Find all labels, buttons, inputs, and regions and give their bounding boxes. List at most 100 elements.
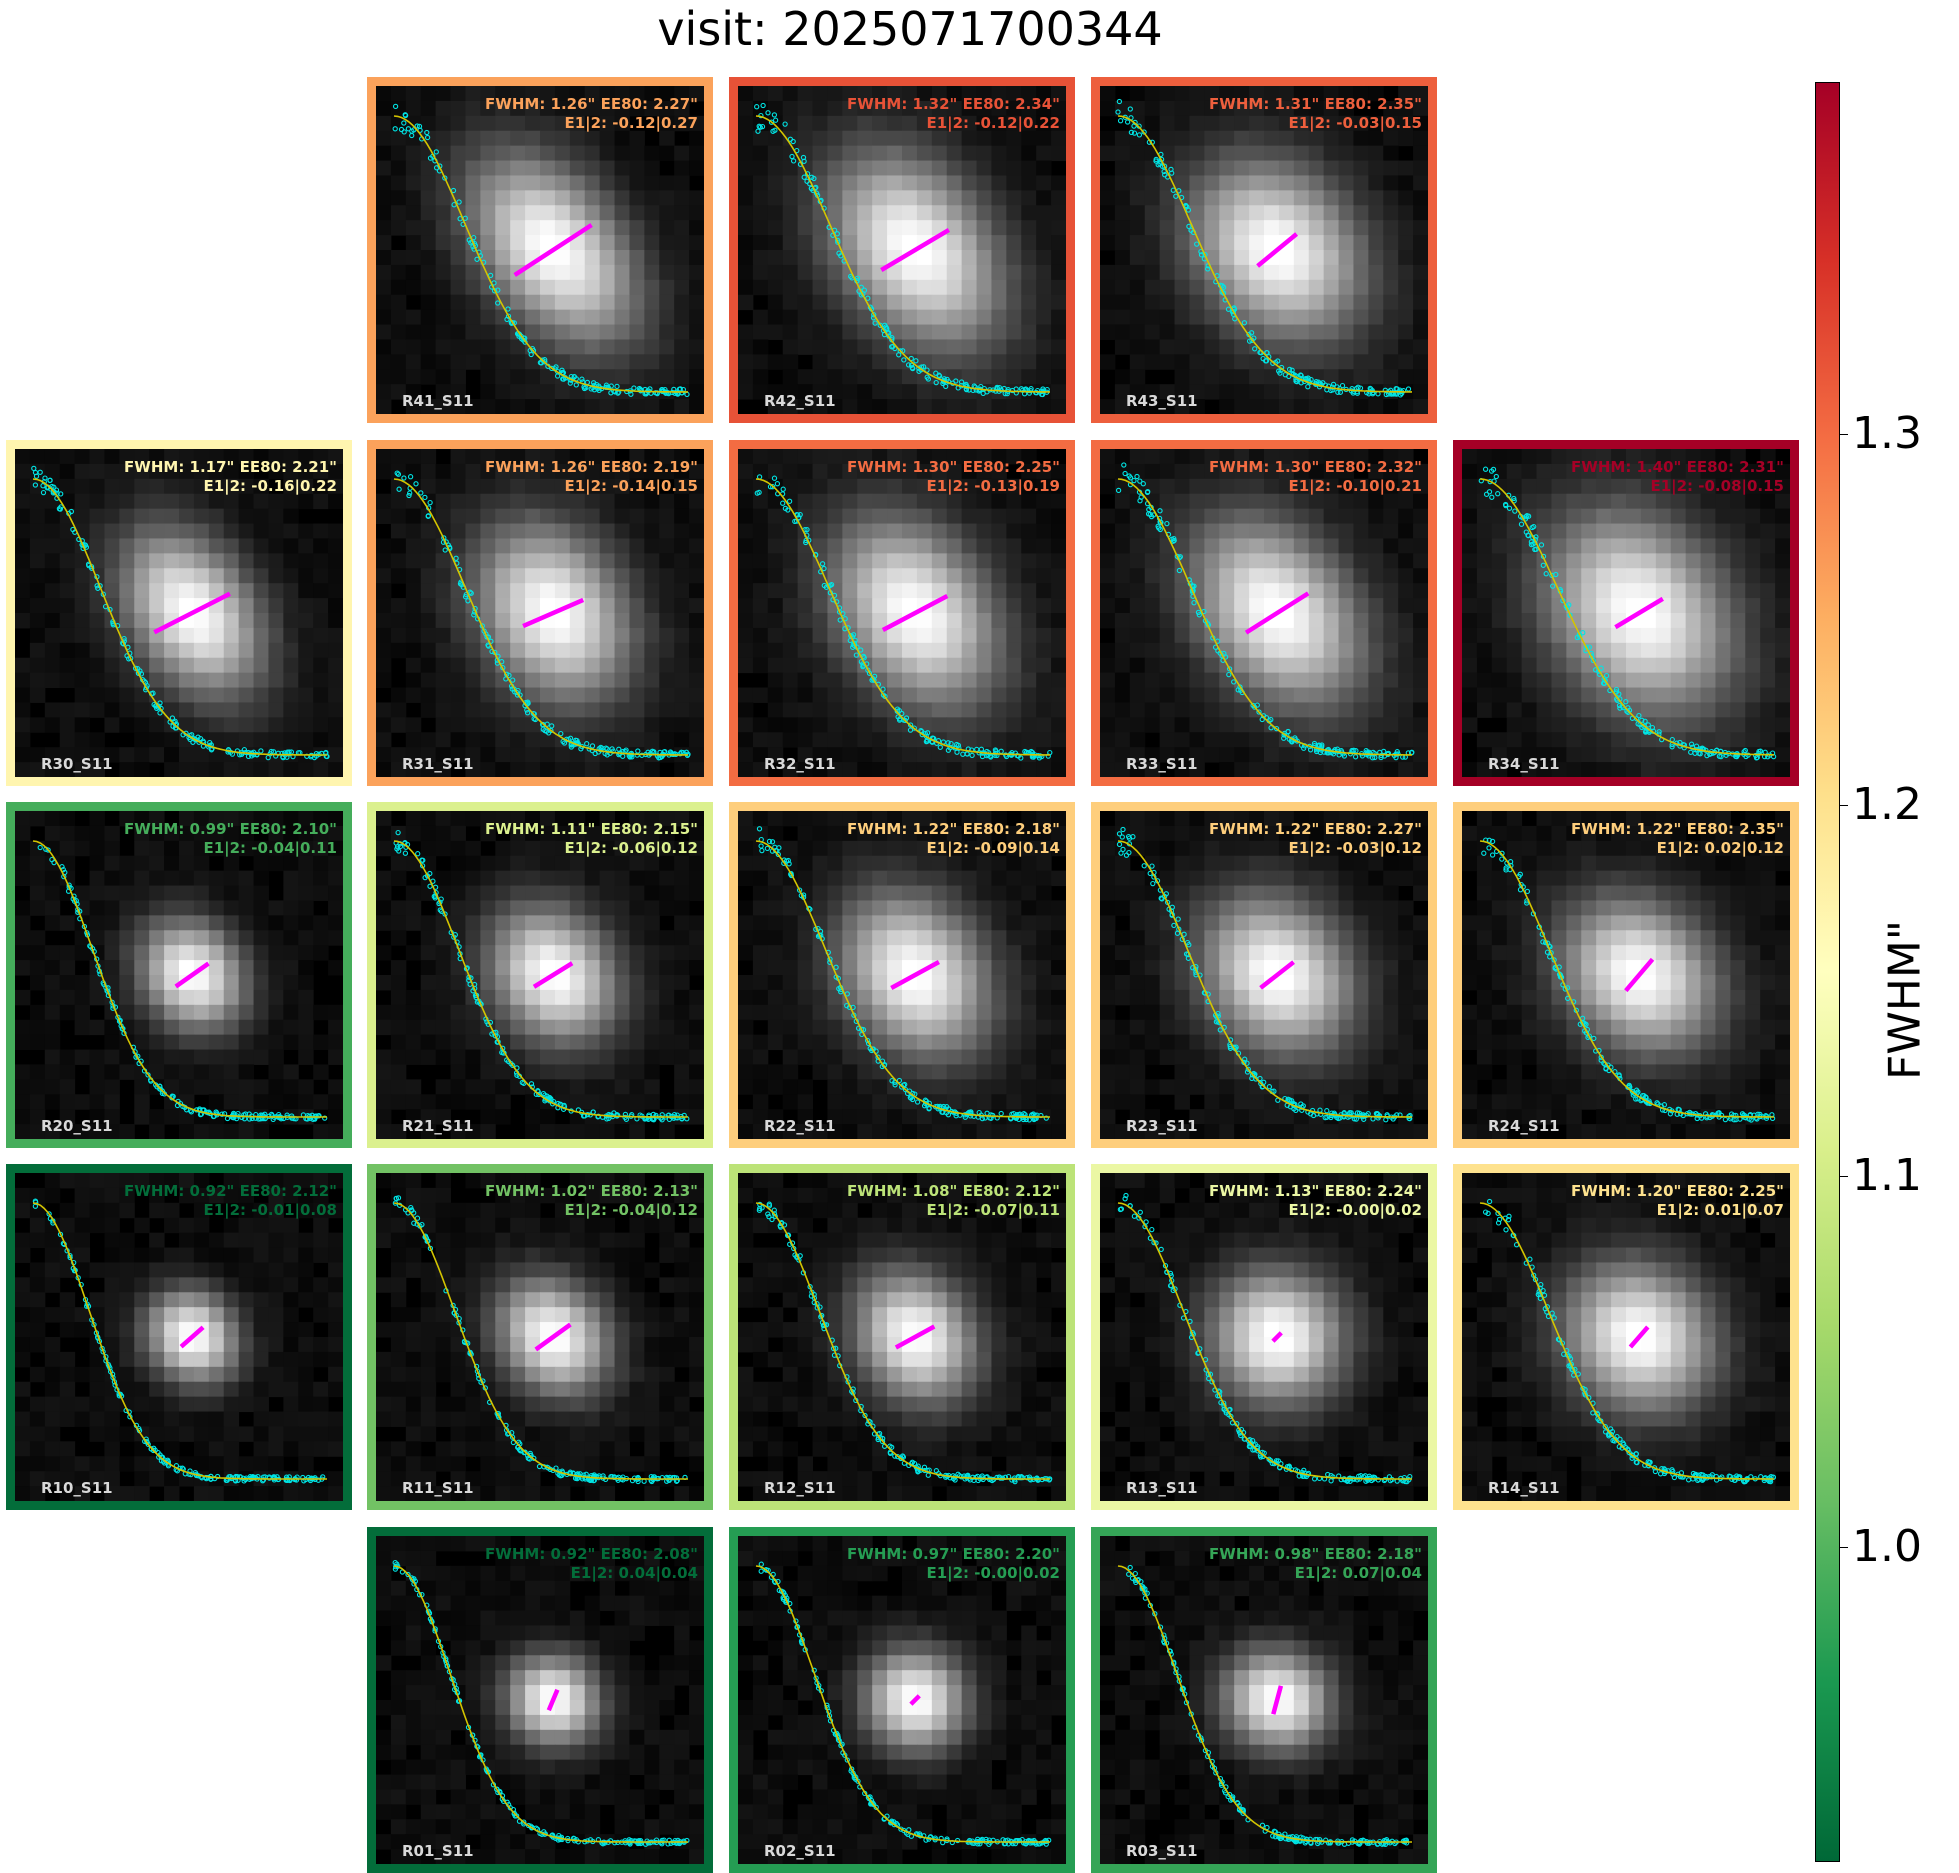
psf-image: FWHM: 1.22" EE80: 2.27"E1|2: -0.03|0.12R… — [1100, 811, 1428, 1139]
ellipticity-label: E1|2: -0.00|0.02 — [926, 1564, 1060, 1583]
ellipticity-label: E1|2: 0.04|0.04 — [571, 1564, 698, 1583]
detector-label: R41_S11 — [402, 392, 474, 410]
ellipticity-label: E1|2: -0.03|0.12 — [1288, 839, 1422, 858]
ellipticity-label: E1|2: -0.09|0.14 — [926, 839, 1060, 858]
fwhm-label: FWHM: 1.30" EE80: 2.32" — [1209, 458, 1422, 476]
fwhm-label: FWHM: 1.26" EE80: 2.19" — [485, 458, 698, 476]
psf-image: FWHM: 1.02" EE80: 2.13"E1|2: -0.04|0.12R… — [376, 1173, 704, 1501]
psf-image: FWHM: 1.17" EE80: 2.21"E1|2: -0.16|0.22 R… — [15, 449, 343, 777]
psf-pixels — [1100, 86, 1428, 414]
fwhm-label: FWHM: 1.26" EE80: 2.27" — [485, 95, 698, 113]
fwhm-label: FWHM: 1.30" EE80: 2.25" — [847, 458, 1060, 476]
detector-label: R10_S11 — [41, 1479, 113, 1497]
psf-image: FWHM: 1.31" EE80: 2.35"E1|2: -0.03|0.15R… — [1100, 86, 1428, 414]
psf-image: FWHM: 1.22" EE80: 2.18"E1|2: -0.09|0.14 R… — [738, 811, 1066, 1139]
ellipticity-label: E1|2: -0.04|0.11 — [203, 839, 337, 858]
colorbar-tick-label: 1.3 — [1852, 412, 1922, 456]
fwhm-label: FWHM: 1.08" EE80: 2.12" — [847, 1182, 1060, 1200]
detector-label: R30_S11 — [41, 755, 113, 773]
ellipticity-label: E1|2: -0.00|0.02 — [1288, 1201, 1422, 1220]
fwhm-label: FWHM: 1.17" EE80: 2.21" — [124, 458, 337, 476]
psf-panel-r03_s11: FWHM: 0.98" EE80: 2.18"E1|2: 0.07|0.04 R0… — [1091, 1527, 1437, 1873]
detector-label: R12_S11 — [764, 1479, 836, 1497]
psf-image: FWHM: 1.26" EE80: 2.19"E1|2: -0.14|0.15 R… — [376, 449, 704, 777]
psf-image: FWHM: 1.11" EE80: 2.15"E1|2: -0.06|0.12R… — [376, 811, 704, 1139]
colorbar-tick-label: 1.0 — [1852, 1525, 1922, 1569]
psf-panel-r33_s11: FWHM: 1.30" EE80: 2.32"E1|2: -0.10|0.21 R… — [1091, 440, 1437, 786]
ellipticity-label: E1|2: -0.08|0.15 — [1650, 477, 1784, 496]
detector-label: R43_S11 — [1126, 392, 1198, 410]
fwhm-label: FWHM: 0.99" EE80: 2.10" — [124, 820, 337, 838]
colorbar-label: FWHM" — [1880, 920, 1931, 1080]
colorbar-tick-label: 1.1 — [1852, 1154, 1922, 1198]
fwhm-label: FWHM: 1.20" EE80: 2.25" — [1571, 1182, 1784, 1200]
colorbar-tick — [1840, 1547, 1848, 1548]
psf-pixels — [738, 1173, 1066, 1501]
psf-image: FWHM: 0.92" EE80: 2.12"E1|2: -0.01|0.08 R… — [15, 1173, 343, 1501]
psf-pixels — [1100, 811, 1428, 1139]
detector-label: R14_S11 — [1488, 1479, 1560, 1497]
fwhm-label: FWHM: 1.40" EE80: 2.31" — [1571, 458, 1784, 476]
detector-label: R02_S11 — [764, 1842, 836, 1860]
psf-pixels — [1100, 1536, 1428, 1864]
figure-title: visit: 2025071700344 — [0, 2, 1820, 56]
ellipticity-label: E1|2: -0.16|0.22 — [203, 477, 337, 496]
detector-label: R33_S11 — [1126, 755, 1198, 773]
psf-panel-r20_s11: FWHM: 0.99" EE80: 2.10"E1|2: -0.04|0.11 R… — [6, 802, 352, 1148]
psf-pixels — [15, 1173, 343, 1501]
psf-panel-r01_s11: FWHM: 0.92" EE80: 2.08"E1|2: 0.04|0.04 R0… — [367, 1527, 713, 1873]
colorbar-tick — [1840, 1176, 1848, 1177]
detector-label: R42_S11 — [764, 392, 836, 410]
ellipticity-label: E1|2: -0.04|0.12 — [564, 1201, 698, 1220]
fwhm-label: FWHM: 1.11" EE80: 2.15" — [485, 820, 698, 838]
detector-label: R21_S11 — [402, 1117, 474, 1135]
fwhm-label: FWHM: 1.32" EE80: 2.34" — [847, 95, 1060, 113]
psf-image: FWHM: 1.30" EE80: 2.32"E1|2: -0.10|0.21 R… — [1100, 449, 1428, 777]
psf-image: FWHM: 1.08" EE80: 2.12"E1|2: -0.07|0.11 R… — [738, 1173, 1066, 1501]
detector-label: R31_S11 — [402, 755, 474, 773]
psf-image: FWHM: 1.13" EE80: 2.24"E1|2: -0.00|0.02R… — [1100, 1173, 1428, 1501]
ellipticity-label: E1|2: -0.10|0.21 — [1288, 477, 1422, 496]
psf-image: FWHM: 1.22" EE80: 2.35"E1|2: 0.02|0.12R2… — [1462, 811, 1790, 1139]
psf-panel-r12_s11: FWHM: 1.08" EE80: 2.12"E1|2: -0.07|0.11 R… — [729, 1164, 1075, 1510]
ellipticity-label: E1|2: -0.14|0.15 — [564, 477, 698, 496]
detector-label: R20_S11 — [41, 1117, 113, 1135]
psf-pixels — [1462, 1173, 1790, 1501]
psf-panel-r14_s11: FWHM: 1.20" EE80: 2.25"E1|2: 0.01|0.07 R1… — [1453, 1164, 1799, 1510]
fwhm-label: FWHM: 0.98" EE80: 2.18" — [1209, 1545, 1422, 1563]
psf-panel-r22_s11: FWHM: 1.22" EE80: 2.18"E1|2: -0.09|0.14 R… — [729, 802, 1075, 1148]
detector-label: R32_S11 — [764, 755, 836, 773]
psf-image: FWHM: 1.30" EE80: 2.25"E1|2: -0.13|0.19 R… — [738, 449, 1066, 777]
ellipticity-label: E1|2: 0.01|0.07 — [1657, 1201, 1784, 1220]
psf-pixels — [15, 811, 343, 1139]
ellipticity-label: E1|2: -0.07|0.11 — [926, 1201, 1060, 1220]
psf-image: FWHM: 1.26" EE80: 2.27"E1|2: -0.12|0.27R… — [376, 86, 704, 414]
fwhm-label: FWHM: 0.92" EE80: 2.12" — [124, 1182, 337, 1200]
detector-label: R22_S11 — [764, 1117, 836, 1135]
colorbar-tick — [1840, 434, 1848, 435]
psf-pixels — [738, 811, 1066, 1139]
detector-label: R24_S11 — [1488, 1117, 1560, 1135]
detector-label: R01_S11 — [402, 1842, 474, 1860]
colorbar-tick-label: 1.2 — [1852, 783, 1922, 827]
psf-image: FWHM: 1.20" EE80: 2.25"E1|2: 0.01|0.07 R1… — [1462, 1173, 1790, 1501]
psf-panel-r10_s11: FWHM: 0.92" EE80: 2.12"E1|2: -0.01|0.08 R… — [6, 1164, 352, 1510]
ellipticity-label: E1|2: 0.07|0.04 — [1295, 1564, 1422, 1583]
fwhm-label: FWHM: 1.22" EE80: 2.18" — [847, 820, 1060, 838]
fwhm-label: FWHM: 0.92" EE80: 2.08" — [485, 1545, 698, 1563]
ellipticity-label: E1|2: -0.13|0.19 — [926, 477, 1060, 496]
ellipticity-label: E1|2: -0.01|0.08 — [203, 1201, 337, 1220]
psf-image: FWHM: 0.97" EE80: 2.20"E1|2: -0.00|0.02R… — [738, 1536, 1066, 1864]
detector-label: R03_S11 — [1126, 1842, 1198, 1860]
psf-panel-r30_s11: FWHM: 1.17" EE80: 2.21"E1|2: -0.16|0.22 R… — [6, 440, 352, 786]
